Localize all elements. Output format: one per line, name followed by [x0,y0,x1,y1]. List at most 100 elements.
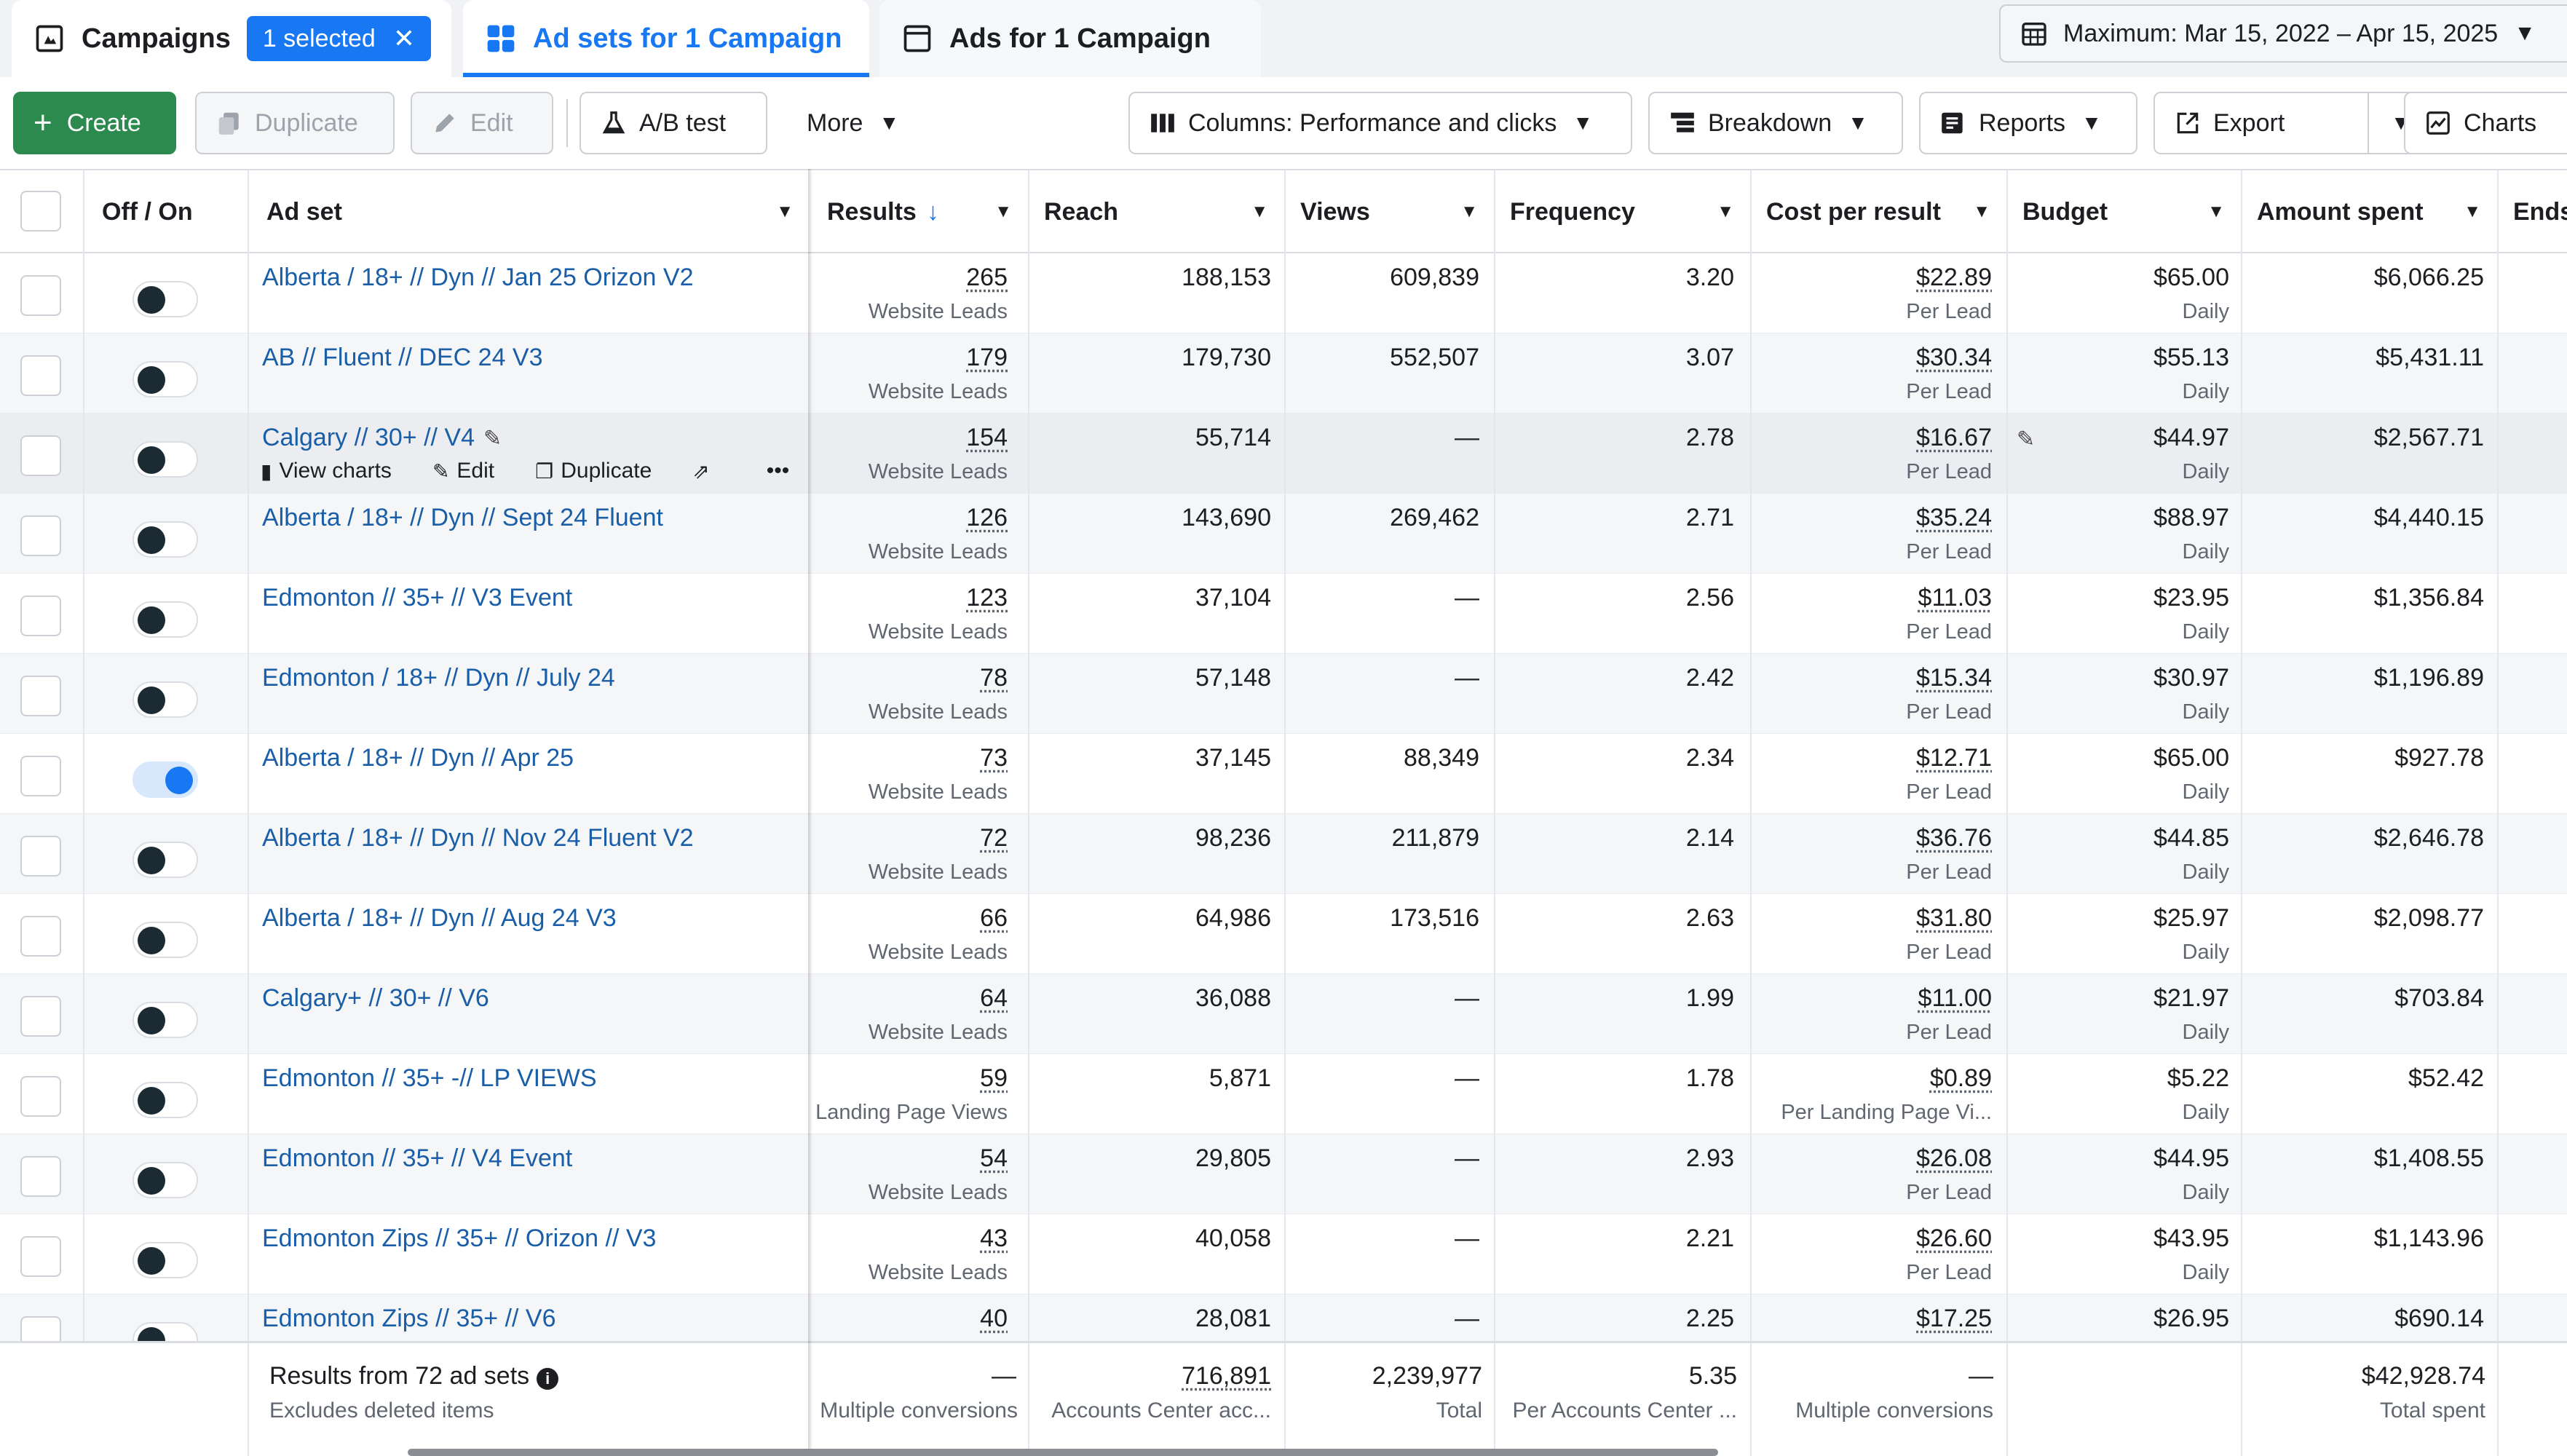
duplicate-button[interactable]: Duplicate [195,92,395,154]
row-checkbox[interactable] [20,435,61,476]
cost-per-result-value[interactable]: $16.67 [1916,424,1992,451]
results-value[interactable]: 54 [980,1144,1008,1172]
results-value[interactable]: 40 [980,1305,1008,1332]
results-value[interactable]: 78 [980,664,1008,692]
tab-ad-sets[interactable]: Ad sets for 1 Campaign [463,0,869,77]
cost-per-result-value[interactable]: $26.60 [1916,1224,1992,1252]
ad-set-name-link[interactable]: Calgary+ // 30+ // V6 [262,984,489,1013]
breakdown-button[interactable]: Breakdown ▼ [1648,92,1903,154]
summary-reach-value[interactable]: 716,891 [1182,1362,1271,1390]
info-icon[interactable]: i [537,1368,559,1390]
table-row[interactable]: Alberta / 18+ // Dyn // Apr 25 73 Website … [0,734,2567,814]
budget-value[interactable]: $55.13 [2153,344,2229,371]
cost-per-result-value[interactable]: $30.34 [1916,344,1992,371]
cost-per-result-value[interactable]: $26.08 [1916,1144,1992,1172]
column-header-amount-spent[interactable]: Amount spent ▼ [2242,170,2499,253]
column-header-frequency[interactable]: Frequency ▼ [1495,170,1752,253]
column-header-cost-per-result[interactable]: Cost per result ▼ [1752,170,2008,253]
ad-set-name-link[interactable]: Edmonton // 35+ -// LP VIEWS [262,1064,597,1093]
results-value[interactable]: 154 [966,424,1008,451]
export-button[interactable]: Export [2153,92,2369,154]
table-row[interactable]: AB // Fluent // DEC 24 V3 179 Website Lead… [0,333,2567,414]
column-header-reach[interactable]: Reach ▼ [1029,170,1286,253]
row-checkbox[interactable] [20,916,61,957]
ad-set-name-link[interactable]: Edmonton // 35+ // V4 Event [262,1144,572,1173]
row-checkbox[interactable] [20,836,61,877]
table-row[interactable]: Edmonton Zips // 35+ // Orizon // V3 43 We… [0,1214,2567,1294]
cost-per-result-value[interactable]: $31.80 [1916,904,1992,932]
row-checkbox[interactable] [20,1236,61,1277]
delivery-toggle[interactable] [132,1242,198,1278]
results-value[interactable]: 64 [980,984,1008,1012]
row-checkbox[interactable] [20,996,61,1037]
table-row[interactable]: Alberta / 18+ // Dyn // Jan 25 Orizon V2… [0,253,2567,333]
results-value[interactable]: 179 [966,344,1008,371]
cost-per-result-value[interactable]: $11.00 [1918,984,1992,1012]
results-value[interactable]: 73 [980,744,1008,772]
row-checkbox[interactable] [20,1076,61,1117]
create-button[interactable]: + Create [13,92,176,154]
budget-value[interactable]: $5.22 [2167,1064,2229,1092]
budget-value[interactable]: $44.85 [2153,824,2229,852]
ad-set-name-link[interactable]: Alberta / 18+ // Dyn // Sept 24 Fluent [262,504,663,532]
results-value[interactable]: 66 [980,904,1008,932]
ad-set-name-link[interactable]: AB // Fluent // DEC 24 V3 [262,344,543,372]
ad-set-name-link[interactable]: Alberta / 18+ // Dyn // Aug 24 V3 [262,904,617,933]
results-value[interactable]: 59 [980,1064,1008,1092]
rename-pencil-icon[interactable]: ✎ [483,427,502,451]
budget-value[interactable]: $44.95 [2153,1144,2229,1172]
delivery-toggle[interactable] [132,922,198,958]
row-checkbox[interactable] [20,596,61,636]
delivery-toggle[interactable] [132,601,198,638]
column-header-results[interactable]: Results ↓ ▼ [810,170,1029,253]
budget-value[interactable]: $65.00 [2153,264,2229,291]
row-checkbox[interactable] [20,676,61,716]
budget-value[interactable]: $44.97 [2153,424,2229,451]
ad-set-name-link[interactable]: Edmonton / 18+ // Dyn // July 24 [262,664,615,692]
cost-per-result-value[interactable]: $11.03 [1918,584,1992,612]
cost-per-result-value[interactable]: $0.89 [1929,1064,1992,1092]
row-checkbox[interactable] [20,275,61,316]
column-header-offon[interactable]: Off / On [84,170,249,253]
delivery-toggle[interactable] [132,681,198,718]
row-checkbox[interactable] [20,756,61,796]
budget-value[interactable]: $25.97 [2153,904,2229,932]
results-value[interactable]: 43 [980,1224,1008,1252]
delivery-toggle[interactable] [132,441,198,478]
selected-badge[interactable]: 1 selected ✕ [246,16,431,61]
ad-set-name-link[interactable]: Edmonton Zips // 35+ // V6 [262,1305,556,1333]
cost-per-result-value[interactable]: $15.34 [1916,664,1992,692]
edit-action[interactable]: ✎ Edit [432,459,515,483]
column-header-adset[interactable]: Ad set ▼ [249,170,810,253]
cost-per-result-value[interactable]: $17.25 [1916,1305,1992,1332]
ad-set-name-link[interactable]: Edmonton // 35+ // V3 Event [262,584,572,612]
delivery-toggle[interactable] [132,842,198,878]
table-row[interactable]: Alberta / 18+ // Dyn // Aug 24 V3 66 Websi… [0,894,2567,974]
column-header-views[interactable]: Views ▼ [1286,170,1495,253]
table-row[interactable]: Alberta / 18+ // Dyn // Nov 24 Fluent V2… [0,814,2567,894]
ab-test-button[interactable]: A/B test [580,92,767,154]
cost-per-result-value[interactable]: $36.76 [1916,824,1992,852]
budget-value[interactable]: $30.97 [2153,664,2229,692]
charts-button[interactable]: Charts [2404,92,2567,154]
table-row[interactable]: Alberta / 18+ // Dyn // Sept 24 Fluent 12… [0,494,2567,574]
budget-value[interactable]: $65.00 [2153,744,2229,772]
delivery-toggle[interactable] [132,1082,198,1118]
budget-value[interactable]: $26.95 [2153,1305,2229,1332]
budget-value[interactable]: $23.95 [2153,584,2229,612]
table-row[interactable]: Calgary+ // 30+ // V6 64 Website Leads 36,0… [0,974,2567,1054]
results-value[interactable]: 72 [980,824,1008,852]
reports-button[interactable]: Reports ▼ [1919,92,2137,154]
delivery-toggle[interactable] [132,1002,198,1038]
ad-set-name-link[interactable]: Alberta / 18+ // Dyn // Nov 24 Fluent V2 [262,824,693,852]
cost-per-result-value[interactable]: $22.89 [1916,264,1992,291]
delivery-toggle[interactable] [132,761,198,798]
ad-set-name-link[interactable]: Edmonton Zips // 35+ // Orizon // V3 [262,1224,656,1253]
delivery-toggle[interactable] [132,1322,198,1341]
ad-set-name-link[interactable]: Calgary // 30+ // V4 ✎ [262,424,502,452]
row-checkbox[interactable] [20,1316,61,1341]
column-header-budget[interactable]: Budget ▼ [2008,170,2242,253]
budget-value[interactable]: $88.97 [2153,504,2229,531]
ad-set-name-link[interactable]: Alberta / 18+ // Dyn // Apr 25 [262,744,574,772]
open-external-action[interactable]: ⇗ [692,459,716,483]
